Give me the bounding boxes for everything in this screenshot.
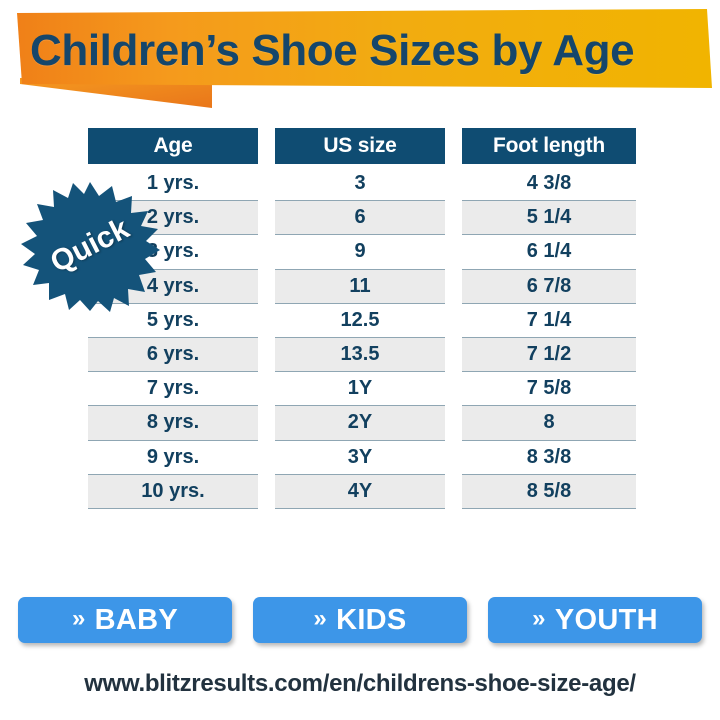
quick-starburst-badge: Quick xyxy=(20,180,160,312)
baby-button-label: BABY xyxy=(94,603,179,636)
cell-us-size: 6 xyxy=(275,201,445,236)
cell-foot-length: 8 3/8 xyxy=(462,440,636,475)
cell-us-size: 3Y xyxy=(275,440,445,475)
banner-shape-icon xyxy=(17,9,712,108)
chevron-right-icon: » xyxy=(313,605,328,632)
chevron-right-icon: » xyxy=(532,605,546,632)
column-header-foot-length: Foot length xyxy=(462,128,636,164)
cell-foot-length: 6 7/8 xyxy=(462,269,636,304)
baby-button[interactable]: » BABY xyxy=(18,597,232,643)
table-row: 7 yrs. 1Y 7 5/8 xyxy=(88,372,636,407)
table-row: 8 yrs. 2Y 8 xyxy=(88,406,636,441)
header-banner: Children’s Shoe Sizes by Age xyxy=(0,0,720,118)
kids-button-label: KIDS xyxy=(336,603,407,636)
starburst-icon xyxy=(21,182,160,312)
cell-us-size: 4Y xyxy=(275,474,445,509)
cell-foot-length: 8 5/8 xyxy=(462,474,636,509)
cell-us-size: 2Y xyxy=(275,406,445,441)
table-row: 5 yrs. 12.5 7 1/4 xyxy=(88,303,636,338)
cell-us-size: 3 xyxy=(275,167,445,202)
youth-button-label: YOUTH xyxy=(554,603,658,636)
table-row: 6 yrs. 13.5 7 1/2 xyxy=(88,337,636,373)
cell-us-size: 13.5 xyxy=(275,337,445,373)
cell-age: 1 yrs. xyxy=(88,167,258,202)
cell-foot-length: 4 3/8 xyxy=(462,167,636,202)
table-row: 10 yrs. 4Y 8 5/8 xyxy=(88,474,636,509)
cell-age: 7 yrs. xyxy=(88,372,258,407)
cell-us-size: 9 xyxy=(275,235,445,270)
page-title: Children’s Shoe Sizes by Age xyxy=(30,26,635,75)
column-header-us-size: US size xyxy=(275,128,445,164)
cell-age: 5 yrs. xyxy=(88,303,258,338)
kids-button[interactable]: » KIDS xyxy=(253,597,467,643)
category-button-row: » BABY » KIDS » YOUTH xyxy=(18,597,702,645)
cell-us-size: 1Y xyxy=(275,372,445,407)
cell-age: 6 yrs. xyxy=(88,337,258,373)
shoe-size-table: Age US size Foot length 1 yrs. 3 4 3/8 2… xyxy=(88,128,636,574)
cell-us-size: 12.5 xyxy=(275,303,445,338)
column-header-age: Age xyxy=(88,128,258,164)
table-header-row: Age US size Foot length xyxy=(88,128,636,164)
cell-foot-length: 8 xyxy=(462,406,636,441)
cell-age: 8 yrs. xyxy=(88,406,258,441)
table-row: 1 yrs. 3 4 3/8 xyxy=(88,167,636,202)
cell-foot-length: 7 1/4 xyxy=(462,303,636,338)
cell-foot-length: 7 1/2 xyxy=(462,337,636,373)
cell-us-size: 11 xyxy=(275,269,445,304)
footer-url[interactable]: www.blitzresults.com/en/childrens-shoe-s… xyxy=(84,670,636,697)
chevron-right-icon: » xyxy=(71,605,86,632)
cell-foot-length: 5 1/4 xyxy=(462,201,636,236)
youth-button[interactable]: » YOUTH xyxy=(488,597,702,643)
cell-age: 10 yrs. xyxy=(88,474,258,509)
table-body: 1 yrs. 3 4 3/8 2 yrs. 6 5 1/4 3 yrs. 9 6… xyxy=(88,167,636,509)
cell-age: 9 yrs. xyxy=(88,440,258,475)
table-row: 2 yrs. 6 5 1/4 xyxy=(88,201,636,236)
cell-foot-length: 7 5/8 xyxy=(462,372,636,407)
cell-foot-length: 6 1/4 xyxy=(462,235,636,270)
table-row: 9 yrs. 3Y 8 3/8 xyxy=(88,440,636,475)
